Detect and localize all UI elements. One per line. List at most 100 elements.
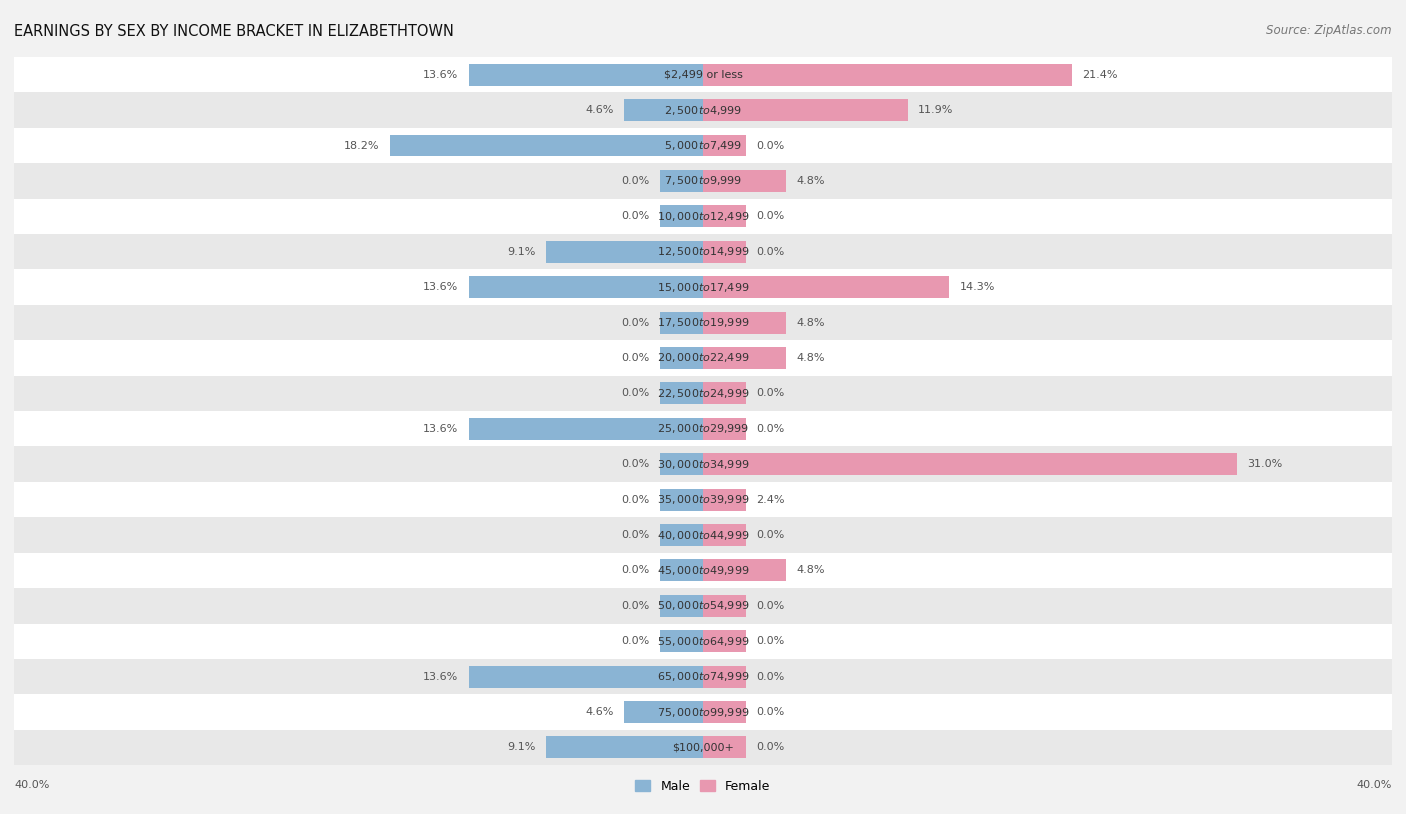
Bar — [14, 694, 1392, 730]
Text: 4.8%: 4.8% — [796, 176, 824, 186]
Text: 0.0%: 0.0% — [621, 388, 650, 398]
Text: 18.2%: 18.2% — [343, 141, 380, 151]
Text: 4.6%: 4.6% — [585, 707, 613, 717]
Bar — [703, 63, 1071, 85]
Bar — [703, 630, 747, 652]
Text: 11.9%: 11.9% — [918, 105, 953, 115]
Bar — [703, 170, 786, 192]
Bar — [14, 446, 1392, 482]
Bar — [14, 624, 1392, 659]
Text: $5,000 to $7,499: $5,000 to $7,499 — [664, 139, 742, 152]
Text: $7,500 to $9,999: $7,500 to $9,999 — [664, 174, 742, 187]
Bar — [659, 488, 703, 510]
Text: $45,000 to $49,999: $45,000 to $49,999 — [657, 564, 749, 577]
Text: 0.0%: 0.0% — [621, 176, 650, 186]
Text: 40.0%: 40.0% — [1357, 780, 1392, 790]
Bar — [14, 659, 1392, 694]
Text: $20,000 to $22,499: $20,000 to $22,499 — [657, 352, 749, 365]
Text: $55,000 to $64,999: $55,000 to $64,999 — [657, 635, 749, 648]
Bar — [389, 134, 703, 156]
Bar — [703, 241, 747, 263]
Text: $40,000 to $44,999: $40,000 to $44,999 — [657, 528, 749, 541]
Bar — [659, 595, 703, 617]
Bar — [14, 518, 1392, 553]
Bar — [703, 701, 747, 723]
Bar — [703, 595, 747, 617]
Text: 0.0%: 0.0% — [756, 388, 785, 398]
Text: 4.8%: 4.8% — [796, 317, 824, 327]
Bar — [14, 57, 1392, 92]
Text: $35,000 to $39,999: $35,000 to $39,999 — [657, 493, 749, 506]
Bar — [14, 128, 1392, 163]
Text: $17,500 to $19,999: $17,500 to $19,999 — [657, 316, 749, 329]
Bar — [703, 453, 1237, 475]
Text: $75,000 to $99,999: $75,000 to $99,999 — [657, 706, 749, 719]
Bar — [703, 347, 786, 369]
Text: 0.0%: 0.0% — [756, 637, 785, 646]
Bar — [468, 276, 703, 298]
Bar — [14, 375, 1392, 411]
Bar — [703, 559, 786, 581]
Bar — [14, 304, 1392, 340]
Text: 13.6%: 13.6% — [423, 424, 458, 434]
Bar — [703, 205, 747, 227]
Legend: Male, Female: Male, Female — [630, 775, 776, 798]
Text: $15,000 to $17,499: $15,000 to $17,499 — [657, 281, 749, 294]
Bar — [703, 99, 908, 121]
Bar — [14, 482, 1392, 518]
Bar — [624, 701, 703, 723]
Bar — [703, 418, 747, 440]
Text: $50,000 to $54,999: $50,000 to $54,999 — [657, 599, 749, 612]
Bar — [659, 170, 703, 192]
Bar — [659, 383, 703, 405]
Bar — [14, 199, 1392, 234]
Text: 13.6%: 13.6% — [423, 282, 458, 292]
Text: 13.6%: 13.6% — [423, 70, 458, 80]
Text: $65,000 to $74,999: $65,000 to $74,999 — [657, 670, 749, 683]
Text: 0.0%: 0.0% — [756, 141, 785, 151]
Bar — [659, 524, 703, 546]
Bar — [703, 488, 747, 510]
Bar — [14, 163, 1392, 199]
Text: 0.0%: 0.0% — [621, 601, 650, 610]
Text: 40.0%: 40.0% — [14, 780, 49, 790]
Bar — [703, 312, 786, 334]
Text: 0.0%: 0.0% — [621, 212, 650, 221]
Bar — [703, 524, 747, 546]
Text: $2,500 to $4,999: $2,500 to $4,999 — [664, 103, 742, 116]
Text: 13.6%: 13.6% — [423, 672, 458, 681]
Bar — [703, 666, 747, 688]
Bar — [14, 234, 1392, 269]
Bar — [547, 241, 703, 263]
Text: 0.0%: 0.0% — [756, 707, 785, 717]
Text: 31.0%: 31.0% — [1247, 459, 1282, 469]
Bar — [14, 340, 1392, 375]
Text: 0.0%: 0.0% — [756, 601, 785, 610]
Bar — [659, 559, 703, 581]
Text: 9.1%: 9.1% — [508, 247, 536, 256]
Bar — [14, 92, 1392, 128]
Bar — [14, 269, 1392, 304]
Text: 0.0%: 0.0% — [756, 247, 785, 256]
Bar — [659, 630, 703, 652]
Bar — [703, 383, 747, 405]
Text: 0.0%: 0.0% — [756, 212, 785, 221]
Text: $12,500 to $14,999: $12,500 to $14,999 — [657, 245, 749, 258]
Text: $22,500 to $24,999: $22,500 to $24,999 — [657, 387, 749, 400]
Bar — [703, 276, 949, 298]
Bar — [14, 411, 1392, 446]
Text: 4.6%: 4.6% — [585, 105, 613, 115]
Text: EARNINGS BY SEX BY INCOME BRACKET IN ELIZABETHTOWN: EARNINGS BY SEX BY INCOME BRACKET IN ELI… — [14, 24, 454, 39]
Bar — [14, 553, 1392, 588]
Text: 0.0%: 0.0% — [621, 459, 650, 469]
Bar — [14, 730, 1392, 765]
Bar — [659, 205, 703, 227]
Bar — [14, 588, 1392, 624]
Text: Source: ZipAtlas.com: Source: ZipAtlas.com — [1267, 24, 1392, 37]
Text: $30,000 to $34,999: $30,000 to $34,999 — [657, 457, 749, 470]
Bar — [468, 666, 703, 688]
Bar — [468, 63, 703, 85]
Text: 2.4%: 2.4% — [756, 495, 785, 505]
Text: 21.4%: 21.4% — [1083, 70, 1118, 80]
Text: 0.0%: 0.0% — [621, 530, 650, 540]
